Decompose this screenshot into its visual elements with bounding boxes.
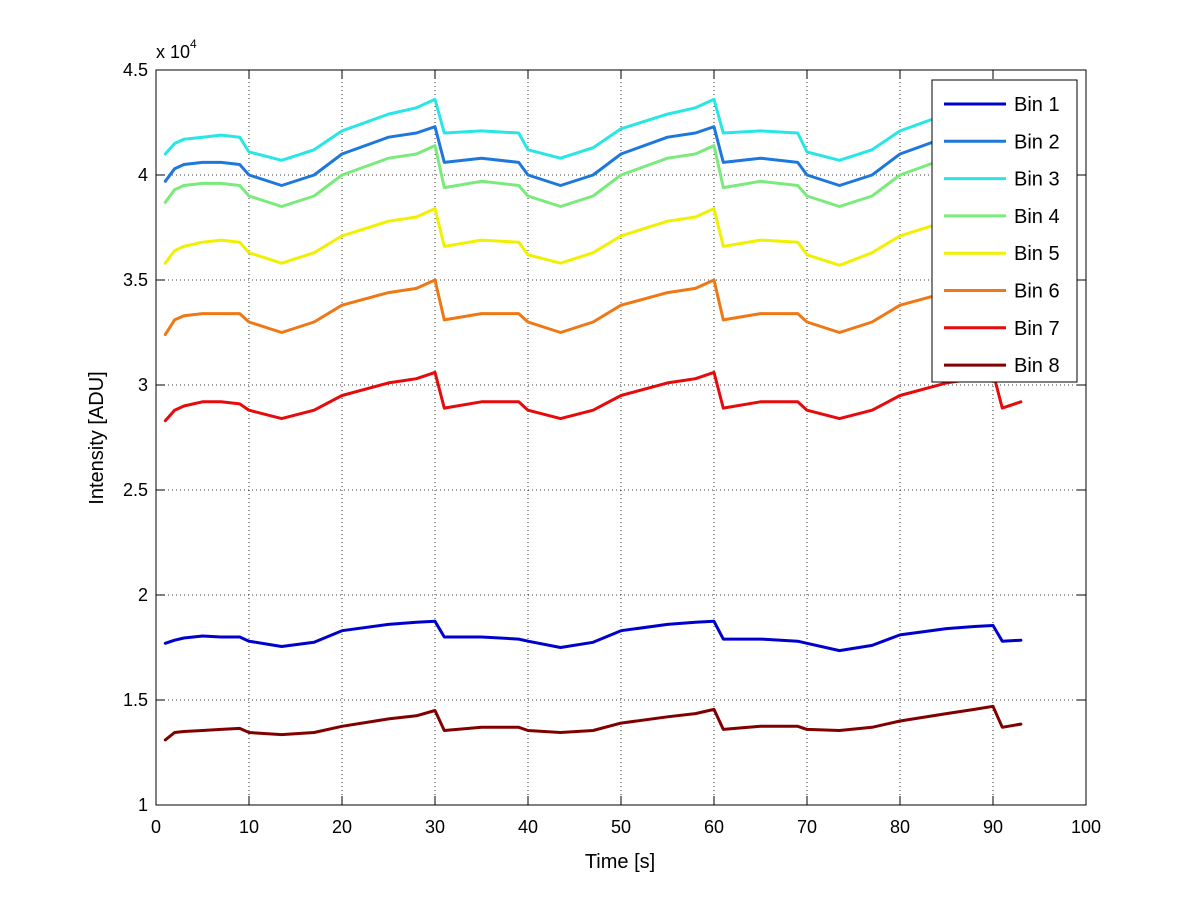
axis-ticks — [155, 69, 1087, 806]
series-line-bin-1 — [163, 619, 1023, 653]
y-axis-label: Intensity [ADU] — [86, 371, 108, 504]
legend-label-bin-6: Bin 6 — [1014, 281, 1060, 303]
legend-label-bin-2: Bin 2 — [1014, 131, 1060, 153]
x-tick-label: 60 — [704, 817, 724, 837]
x-tick-label: 50 — [611, 817, 631, 837]
x-tick-label: 30 — [425, 817, 445, 837]
legend-label-bin-1: Bin 1 — [1014, 94, 1060, 116]
legend-box — [931, 79, 1078, 383]
y-tick-label: 3.5 — [123, 270, 148, 290]
legend-label-bin-5: Bin 5 — [1014, 243, 1060, 265]
series-line-bin-6 — [163, 278, 1023, 337]
x-tick-label: 20 — [332, 817, 352, 837]
y-tick-label: 2 — [138, 585, 148, 605]
series-line-bin-3 — [163, 97, 1023, 162]
series-layer — [163, 97, 1023, 742]
x-tick-label: 100 — [1071, 817, 1101, 837]
y-tick-label: 4.5 — [123, 60, 148, 80]
y-multiplier-base: x 10 — [156, 42, 190, 62]
x-tick-label: 0 — [151, 817, 161, 837]
series-line-bin-5 — [163, 207, 1023, 267]
y-multiplier-exponent: 4 — [190, 37, 197, 51]
x-tick-label: 90 — [983, 817, 1003, 837]
legend-label-bin-4: Bin 4 — [1014, 206, 1060, 228]
x-axis-label: Time [s] — [585, 851, 655, 873]
y-tick-label: 3 — [138, 375, 148, 395]
series-line-bin-2 — [163, 125, 1023, 187]
legend-label-bin-7: Bin 7 — [1014, 318, 1060, 340]
legend-label-bin-3: Bin 3 — [1014, 169, 1060, 191]
series-line-bin-4 — [163, 144, 1023, 208]
y-tick-label: 2.5 — [123, 480, 148, 500]
x-tick-label: 10 — [239, 817, 259, 837]
x-tick-label: 80 — [890, 817, 910, 837]
tick-labels: 0 10 20 30 40 50 60 70 80 90 100 1 1.5 2 2.5 3 3.5 4 4.5 — [123, 60, 1101, 837]
legend-label-bin-8: Bin 8 — [1014, 355, 1060, 377]
series-line-bin-7 — [163, 370, 1023, 423]
series-line-bin-8 — [163, 704, 1023, 742]
y-tick-label: 1.5 — [123, 690, 148, 710]
y-tick-label: 4 — [138, 165, 148, 185]
y-multiplier: x 104 — [156, 37, 197, 62]
legend: Bin 1 Bin 2 Bin 3 Bin 4 Bin 5 Bin 6 Bin 7 Bin 8 — [931, 79, 1078, 383]
x-tick-label: 40 — [518, 817, 538, 837]
x-tick-label: 70 — [797, 817, 817, 837]
y-tick-label: 1 — [138, 795, 148, 815]
